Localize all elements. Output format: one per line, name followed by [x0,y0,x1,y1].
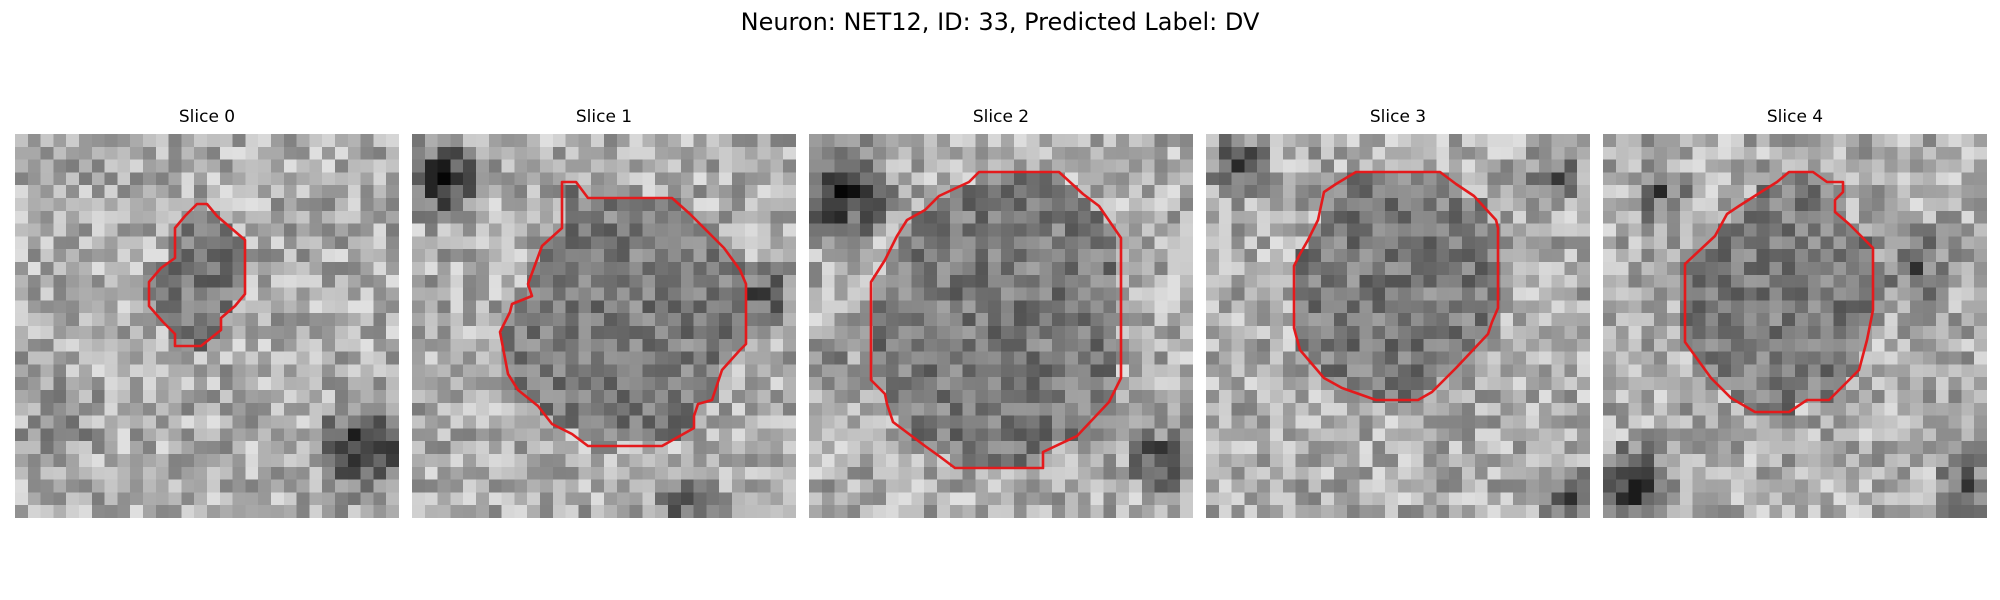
slice-panel-3: Slice 3 [1206,106,1590,520]
slice-image-3 [1206,134,1590,518]
slice-title-4: Slice 4 [1766,107,1824,127]
slice-panel-2: Slice 2 [809,106,1193,520]
slice-title-3: Slice 3 [1369,107,1427,127]
slice-title-0: Slice 0 [178,107,236,127]
slice-panel-1: Slice 1 [412,106,796,520]
roi-contour-4 [1683,170,1875,414]
roi-contour-0 [147,202,247,348]
figure-title: Neuron: NET12, ID: 33, Predicted Label: … [740,8,1260,36]
grayscale-patch-4 [1603,134,1987,518]
grayscale-patch-3 [1206,134,1590,518]
slice-image-0 [15,134,399,518]
roi-contour-1 [498,180,748,448]
roi-contour-2 [869,170,1123,470]
grayscale-patch-2 [809,134,1193,518]
slice-image-1 [412,134,796,518]
slice-image-2 [809,134,1193,518]
slice-panel-4: Slice 4 [1603,106,1987,520]
slice-title-1: Slice 1 [575,107,633,127]
roi-contour-3 [1292,170,1500,402]
slice-panel-0: Slice 0 [15,106,399,520]
slice-title-2: Slice 2 [972,107,1030,127]
grayscale-patch-0 [15,134,399,518]
slice-image-4 [1603,134,1987,518]
